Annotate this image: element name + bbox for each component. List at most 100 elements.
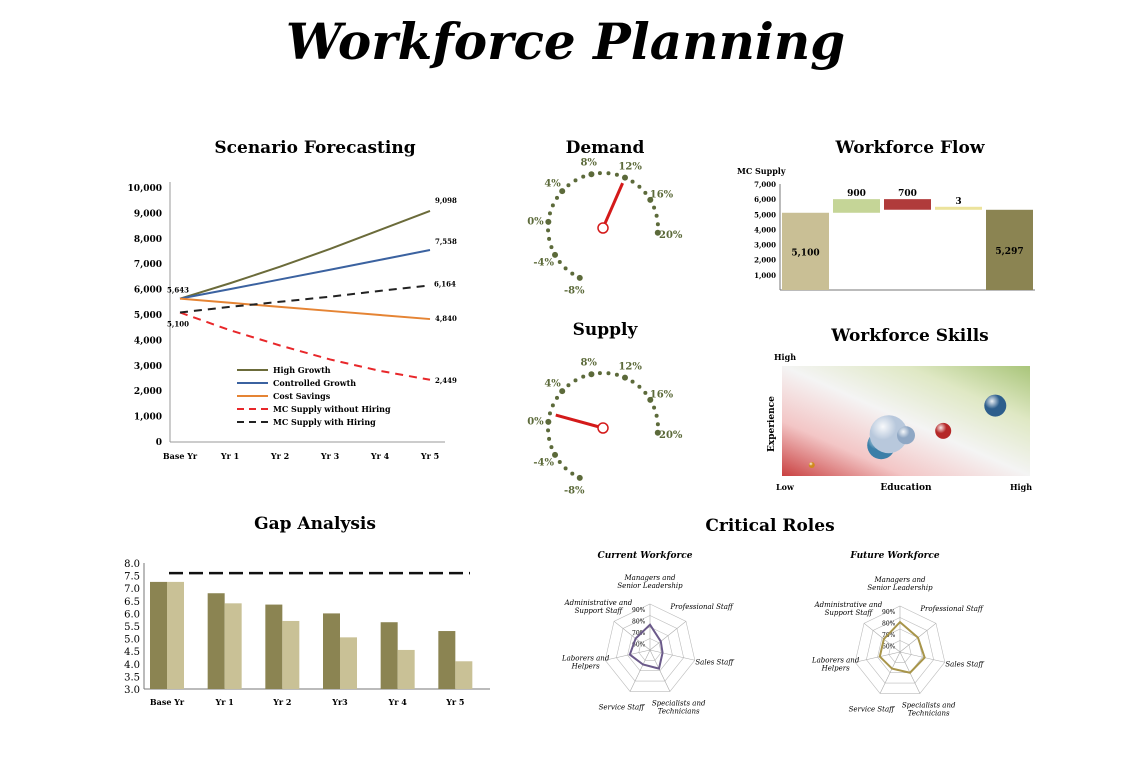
skills-xlabel: Education xyxy=(880,483,932,493)
skills-chart: High Experience Low Education High xyxy=(767,352,1032,493)
y-tick-label: 4,000 xyxy=(134,336,162,346)
y-tick-label: 7,000 xyxy=(754,180,776,189)
radar-axis-label: Managers and Senior Leadership xyxy=(867,576,933,592)
series-line-2 xyxy=(179,249,431,300)
gauge-tick-label: -4% xyxy=(533,457,554,468)
gap-title: Gap Analysis xyxy=(254,514,376,534)
gauge-tick xyxy=(654,213,659,218)
x-tick-label: Yr 2 xyxy=(270,451,289,461)
x-tick-label: Yr 1 xyxy=(215,697,234,707)
x-tick-label: Yr 1 xyxy=(220,451,239,461)
radar-axis-label: Sales Staff xyxy=(945,661,984,669)
y-tick-label: 1,000 xyxy=(134,413,162,423)
gauge-tick xyxy=(563,266,568,271)
radar-ring-label: 80% xyxy=(882,621,896,628)
gap-chart: 3.0 3.54.0 4.55.0 5.5 6.06.5 7.07.5 8.0 Base Yr… xyxy=(124,559,490,707)
radar-ring xyxy=(854,605,946,694)
y-tick-label: 7,000 xyxy=(134,260,162,270)
x-low-label: Low xyxy=(776,482,795,492)
gauge-tick xyxy=(547,236,552,241)
gauge-tick xyxy=(597,371,602,376)
y-tick-label: 8,000 xyxy=(134,235,162,245)
skills-bubble-shine xyxy=(897,426,915,445)
flow-bar-3 xyxy=(884,199,931,210)
flow-ylabel: MC Supply xyxy=(737,166,786,176)
gauge-tick xyxy=(606,371,611,376)
gauge-tick-label: -8% xyxy=(564,286,585,297)
gauge-tick xyxy=(637,384,642,389)
legend-label: MC Supply without Hiring xyxy=(273,404,391,414)
gauge-hub xyxy=(597,422,609,434)
legend-label: Controlled Growth xyxy=(273,378,356,388)
x-tick-label: Yr 5 xyxy=(445,697,464,707)
y-tick-label: 3.0 xyxy=(124,685,140,696)
radar-ring-label: 60% xyxy=(632,642,646,649)
gauge-tick xyxy=(630,379,635,384)
data-label: 2,449 xyxy=(435,376,457,385)
gauge-hub xyxy=(597,222,609,234)
y-tick-label: 8.0 xyxy=(124,559,140,570)
gap-bar-1 xyxy=(265,604,283,689)
y-tick-label: 3.5 xyxy=(124,672,140,683)
gauge-tick xyxy=(576,274,583,281)
gauge-tick xyxy=(630,179,635,184)
skills-bubble-shine xyxy=(935,422,952,439)
x-tick-label: Base Yr xyxy=(163,451,198,461)
roles-title: Critical Roles xyxy=(705,516,835,536)
gauge-tick-label: 4% xyxy=(544,378,561,389)
radar-ring-label: 60% xyxy=(882,644,896,651)
gap-bar-2 xyxy=(455,661,473,689)
flow-bar-label: 700 xyxy=(898,189,917,199)
gauge-tick-label: 4% xyxy=(544,178,561,189)
radar-ring-label: 80% xyxy=(632,619,646,626)
gauge-tick xyxy=(557,260,562,265)
y-tick-label: 5,000 xyxy=(134,311,162,321)
gap-bar-2 xyxy=(224,603,242,689)
skills-ylabel: Experience xyxy=(767,396,777,452)
radar-ring xyxy=(604,603,696,692)
gauge-tick xyxy=(606,171,611,176)
radar-spoke xyxy=(613,621,651,651)
gauge-tick xyxy=(637,184,642,189)
radar-axis-label: Specialists and Technicians xyxy=(902,701,956,717)
gauge-tick xyxy=(621,374,628,381)
demand-title: Demand xyxy=(565,138,645,158)
gauge-tick xyxy=(549,245,554,250)
radar-spoke xyxy=(899,651,945,663)
y-tick-label: 4,000 xyxy=(754,225,776,234)
series-line-3 xyxy=(179,297,431,321)
x-tick-label: Yr 2 xyxy=(272,697,291,707)
radar-spoke xyxy=(855,651,901,663)
future-workforce-title: Future Workforce xyxy=(849,551,940,561)
y-tick-label: 3,000 xyxy=(754,241,776,250)
gauge-tick-label: 12% xyxy=(618,362,642,373)
gauge-tick xyxy=(597,171,602,176)
gauge-tick xyxy=(547,436,552,441)
gap-bar-1 xyxy=(207,593,225,689)
radar-spoke xyxy=(879,651,901,694)
gauge-tick-label: 20% xyxy=(659,430,683,441)
gauge-tick xyxy=(655,422,660,427)
radar-axis-label: Laborers and Helpers xyxy=(811,657,860,673)
gauge-tick xyxy=(588,371,595,378)
scenario-chart: 0 1,000 2,000 3,000 4,000 5,000 6,000 7,000 8,00… xyxy=(128,182,457,461)
gap-bar-1 xyxy=(323,613,340,689)
y-tick-label: 1,000 xyxy=(754,271,776,280)
flow-bar-label: 3 xyxy=(955,197,961,207)
x-tick-label: Yr 3 xyxy=(320,451,340,461)
gauge-tick xyxy=(552,251,559,258)
legend-label: High Growth xyxy=(273,365,331,375)
gauge-tick xyxy=(581,174,586,179)
skills-bubble-shine xyxy=(808,462,815,468)
radar-axis-label: Professional Staff xyxy=(669,603,734,611)
gauge-tick xyxy=(547,211,552,216)
gauge-tick xyxy=(570,271,575,276)
gap-bar-2 xyxy=(167,581,184,689)
radar-axis-label: Professional Staff xyxy=(919,605,984,613)
gauge-tick xyxy=(654,413,659,418)
gap-bar-2 xyxy=(397,649,415,689)
scenario-title: Scenario Forecasting xyxy=(214,138,416,158)
y-tick-label: 2,000 xyxy=(134,387,162,397)
flow-bar-label: 5,100 xyxy=(791,248,819,258)
y-tick-label: 7.0 xyxy=(124,584,140,595)
